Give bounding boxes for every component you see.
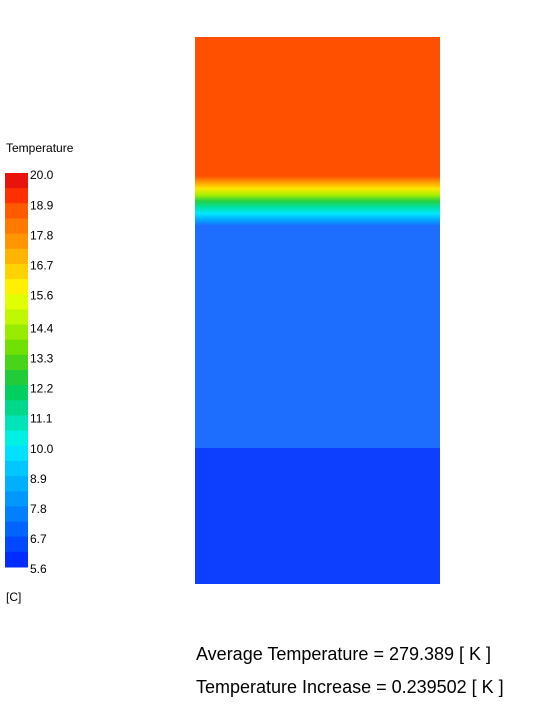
color-band <box>5 521 28 538</box>
legend-label: 12.2 <box>30 382 54 396</box>
color-band <box>5 354 28 371</box>
legend-label: 11.1 <box>30 412 53 426</box>
color-band <box>5 430 28 447</box>
legend-label: 17.8 <box>30 228 54 242</box>
legend-label: 16.7 <box>30 258 54 272</box>
color-band <box>5 370 28 386</box>
color-band <box>5 339 28 356</box>
color-band <box>5 551 28 568</box>
contour-plot <box>195 37 440 584</box>
legend-labels: 20.0 18.9 17.8 16.7 15.6 14.4 13.3 12.2 11.1 10.0… <box>30 168 54 576</box>
legend-label: 6.7 <box>30 532 47 546</box>
legend-unit: [C] <box>6 590 21 604</box>
color-band <box>5 415 28 432</box>
color-band <box>5 506 28 523</box>
hot-region <box>195 37 440 180</box>
color-band <box>5 324 28 341</box>
color-band <box>5 536 28 553</box>
legend-label: 10.0 <box>30 442 54 456</box>
color-band <box>5 248 28 265</box>
color-band <box>5 233 28 250</box>
legend-label: 5.6 <box>30 562 47 576</box>
legend-label: 20.0 <box>30 168 54 182</box>
color-band <box>5 294 28 310</box>
thermal-front <box>195 176 440 226</box>
color-band <box>5 203 28 219</box>
color-band <box>5 491 28 507</box>
annotation: Temperature Increase = 0.239502 [ K ] <box>196 677 504 697</box>
color-band <box>5 173 28 189</box>
color-band <box>5 263 28 280</box>
legend-title: Temperature <box>6 141 74 155</box>
legend-label: 14.4 <box>30 321 54 335</box>
color-band <box>5 460 28 477</box>
color-band <box>5 476 28 492</box>
legend-label: 13.3 <box>30 351 54 365</box>
color-band <box>5 279 28 295</box>
color-band <box>5 400 28 416</box>
mid-region <box>195 225 440 449</box>
color-band <box>5 309 28 326</box>
legend-label: 8.9 <box>30 472 47 486</box>
cold-region <box>195 448 440 584</box>
legend-label: 18.9 <box>30 198 54 212</box>
annotation: Average Temperature = 279.389 [ K ] <box>196 644 491 664</box>
color-band <box>5 445 28 462</box>
color-band <box>5 385 28 401</box>
legend-label: 7.8 <box>30 502 47 516</box>
color-band <box>5 188 28 204</box>
color-band <box>5 218 28 235</box>
legend-label: 15.6 <box>30 289 54 303</box>
color-bar <box>5 173 28 568</box>
